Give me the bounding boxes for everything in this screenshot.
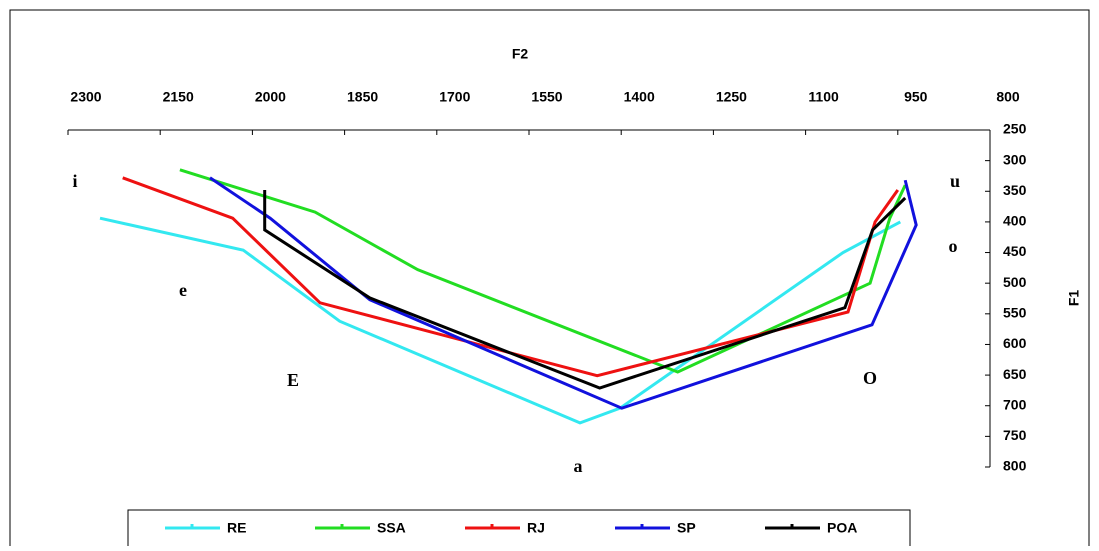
vowel-label: u bbox=[950, 171, 960, 191]
legend-label: RE bbox=[227, 520, 246, 536]
series-line bbox=[263, 190, 907, 390]
y-tick-label: 700 bbox=[1003, 396, 1027, 412]
x-tick-label: 2150 bbox=[163, 89, 194, 105]
series-line bbox=[179, 168, 907, 374]
vowel-label: o bbox=[949, 236, 958, 256]
legend-label: POA bbox=[827, 520, 857, 536]
y-tick-label: 500 bbox=[1003, 274, 1027, 290]
legend-box bbox=[127, 509, 911, 551]
y-tick-label: 600 bbox=[1003, 335, 1027, 351]
y-tick-label: 800 bbox=[1003, 458, 1027, 474]
x-tick-label: 950 bbox=[904, 89, 928, 105]
x-axis-title: F2 bbox=[512, 46, 529, 62]
x-tick-label: 1250 bbox=[716, 89, 747, 105]
series-line bbox=[122, 176, 900, 378]
y-tick-label: 550 bbox=[1003, 305, 1027, 321]
x-tick-label: 1700 bbox=[439, 89, 470, 105]
y-tick-label: 750 bbox=[1003, 427, 1027, 443]
y-tick-label: 300 bbox=[1003, 151, 1027, 167]
y-tick-label: 650 bbox=[1003, 366, 1027, 382]
vowel-label: E bbox=[287, 370, 299, 390]
x-tick-label: 1100 bbox=[808, 89, 839, 105]
series-line bbox=[99, 216, 902, 425]
y-tick-label: 400 bbox=[1003, 213, 1027, 229]
vowel-label: O bbox=[863, 368, 877, 388]
vowel-label: e bbox=[179, 280, 187, 300]
x-tick-label: 1850 bbox=[347, 89, 378, 105]
x-tick-label: 1400 bbox=[624, 89, 655, 105]
series-line bbox=[209, 176, 918, 410]
y-tick-label: 450 bbox=[1003, 243, 1027, 259]
y-tick-label: 350 bbox=[1003, 182, 1027, 198]
y-axis-title: F1 bbox=[1066, 290, 1082, 307]
x-tick-label: 800 bbox=[996, 89, 1020, 105]
x-tick-label: 2000 bbox=[255, 89, 286, 105]
legend-label: RJ bbox=[527, 520, 545, 536]
x-tick-label: 2300 bbox=[70, 89, 101, 105]
vowel-label: i bbox=[72, 171, 77, 191]
legend-label: SSA bbox=[377, 520, 406, 536]
vowel-label: a bbox=[574, 456, 583, 476]
x-tick-label: 1550 bbox=[531, 89, 562, 105]
legend-label: SP bbox=[677, 520, 696, 536]
y-tick-label: 250 bbox=[1003, 121, 1027, 137]
frame bbox=[9, 9, 1090, 551]
